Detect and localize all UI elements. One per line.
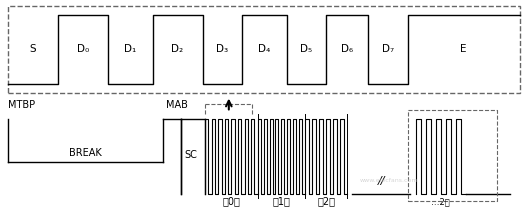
Text: //: //: [378, 176, 385, 186]
Text: MAB: MAB: [166, 100, 188, 110]
Text: 第2帧: 第2帧: [317, 196, 335, 206]
Text: D₆: D₆: [341, 44, 353, 54]
Text: D₀: D₀: [77, 44, 89, 54]
Text: D₇: D₇: [382, 44, 394, 54]
Text: S: S: [29, 44, 36, 54]
Bar: [8, 6, 520, 93]
Text: D₄: D₄: [258, 44, 270, 54]
Text: www.elecfans.com: www.elecfans.com: [360, 178, 419, 183]
Text: MTBP: MTBP: [8, 100, 35, 110]
Text: D₁: D₁: [124, 44, 136, 54]
Text: 第1帧: 第1帧: [272, 196, 290, 206]
Text: E: E: [460, 44, 467, 54]
Text: …2帧: …2帧: [431, 197, 450, 206]
Text: D₃: D₃: [216, 44, 228, 54]
Bar: [408, 110, 497, 201]
Text: SC: SC: [184, 150, 197, 160]
Text: D₂: D₂: [171, 44, 184, 54]
Text: BREAK: BREAK: [69, 148, 102, 158]
Text: 第0帧: 第0帧: [222, 196, 240, 206]
Text: D₅: D₅: [300, 44, 312, 54]
